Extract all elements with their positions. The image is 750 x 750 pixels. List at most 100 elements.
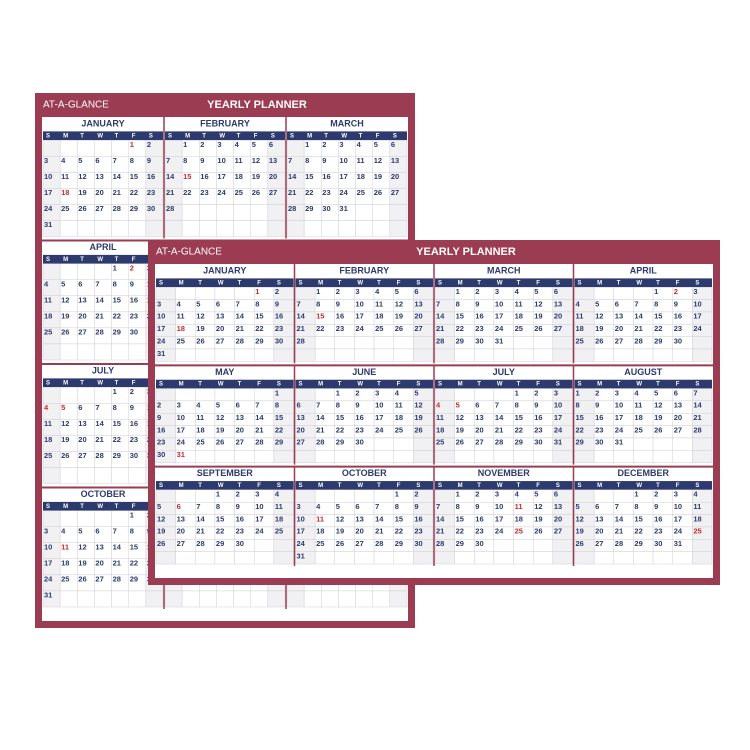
weekday-label: F [397, 483, 401, 489]
day-number: 27 [355, 539, 363, 548]
day-number: 22 [456, 527, 464, 536]
day-number: 19 [654, 413, 662, 422]
day-number: 8 [113, 403, 117, 412]
day-number: 15 [456, 514, 464, 523]
weekday-bar [43, 501, 163, 511]
day-number: 5 [395, 287, 399, 296]
day-number: 13 [95, 172, 103, 181]
day-cell [94, 387, 112, 404]
day-number: 10 [297, 514, 305, 523]
day-number: 20 [554, 312, 562, 321]
day-number: 29 [456, 336, 464, 345]
day-number: 17 [177, 425, 185, 434]
weekday-label: S [578, 483, 582, 489]
day-number: 14 [316, 413, 325, 422]
weekday-label: T [338, 280, 342, 286]
day-number: 18 [177, 324, 185, 333]
month: APRILSMTWTFS1234567891011121314151617181… [42, 239, 164, 361]
day-number: 27 [78, 451, 86, 460]
weekday-label: T [80, 133, 84, 139]
day-number: 12 [252, 156, 260, 165]
weekday-label: S [277, 280, 281, 286]
weekday-label: T [115, 380, 119, 386]
day-cell [250, 204, 269, 221]
day-cell [295, 388, 316, 402]
day-number: 2 [130, 263, 134, 272]
day-number: 30 [674, 336, 682, 345]
day-number: 22 [515, 425, 523, 434]
day-number: 10 [615, 401, 623, 410]
weekday-label: F [257, 280, 261, 286]
day-number: 11 [375, 299, 383, 308]
weekday-label: S [438, 382, 442, 388]
day-number: 12 [336, 514, 344, 523]
day-number: 22 [654, 324, 662, 333]
day-number: 22 [395, 527, 403, 536]
day-number: 2 [475, 287, 479, 296]
day-number: 19 [336, 527, 344, 536]
day-number: 25 [357, 188, 365, 197]
weekday-label: T [80, 257, 84, 263]
weekday-label: T [115, 504, 119, 510]
day-number: 16 [130, 419, 138, 428]
day-number: 5 [196, 299, 200, 308]
day-cell [314, 450, 335, 463]
day-number: 6 [95, 527, 99, 536]
day-cell [59, 263, 78, 280]
day-cell [175, 551, 196, 565]
weekday-label: T [324, 133, 328, 139]
day-cell [181, 220, 200, 237]
day-number: 17 [355, 312, 363, 321]
weekday-label: F [257, 382, 261, 388]
day-number: 10 [339, 156, 347, 165]
day-number: 25 [395, 425, 403, 434]
day-number: 8 [130, 156, 134, 165]
day-number: 17 [217, 172, 225, 181]
day-number: 21 [316, 425, 324, 434]
day-number: 9 [275, 299, 279, 308]
day-number: 6 [414, 287, 418, 296]
day-number: 29 [130, 204, 138, 213]
day-number: 9 [414, 502, 418, 511]
day-number: 13 [391, 156, 399, 165]
day-cell [493, 539, 514, 552]
day-cell [692, 551, 713, 565]
day-number: 14 [288, 172, 297, 181]
day-number: 3 [495, 287, 499, 296]
day-number: 10 [495, 502, 503, 511]
day-number: 21 [615, 527, 623, 536]
day-number: 9 [475, 299, 479, 308]
day-number: 18 [61, 188, 69, 197]
day-number: 18 [44, 435, 52, 444]
day-number: 3 [554, 388, 558, 397]
day-number: 21 [95, 312, 103, 321]
day-cell [652, 551, 673, 565]
day-cell [250, 590, 269, 608]
day-number: 10 [495, 299, 503, 308]
day-number: 4 [375, 287, 380, 296]
day-number: 22 [634, 527, 642, 536]
day-number: 4 [61, 156, 66, 165]
day-number: 27 [216, 336, 224, 345]
day-number: 27 [297, 438, 305, 447]
day-number: 3 [177, 401, 181, 410]
day-cell [372, 220, 391, 237]
day-number: 4 [196, 401, 201, 410]
weekday-label: W [218, 280, 224, 286]
day-number: 25 [44, 328, 52, 337]
day-number: 13 [236, 413, 244, 422]
weekday-label: T [617, 382, 621, 388]
day-cell [513, 450, 534, 463]
day-number: 2 [236, 490, 240, 499]
day-cell [652, 437, 673, 451]
day-cell [195, 450, 216, 463]
day-number: 17 [157, 324, 165, 333]
day-cell [155, 551, 176, 565]
day-number: 12 [395, 299, 403, 308]
day-cell [77, 467, 95, 484]
day-cell [533, 551, 554, 565]
